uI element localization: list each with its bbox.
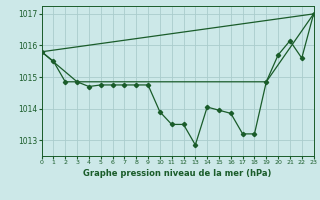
X-axis label: Graphe pression niveau de la mer (hPa): Graphe pression niveau de la mer (hPa): [84, 169, 272, 178]
